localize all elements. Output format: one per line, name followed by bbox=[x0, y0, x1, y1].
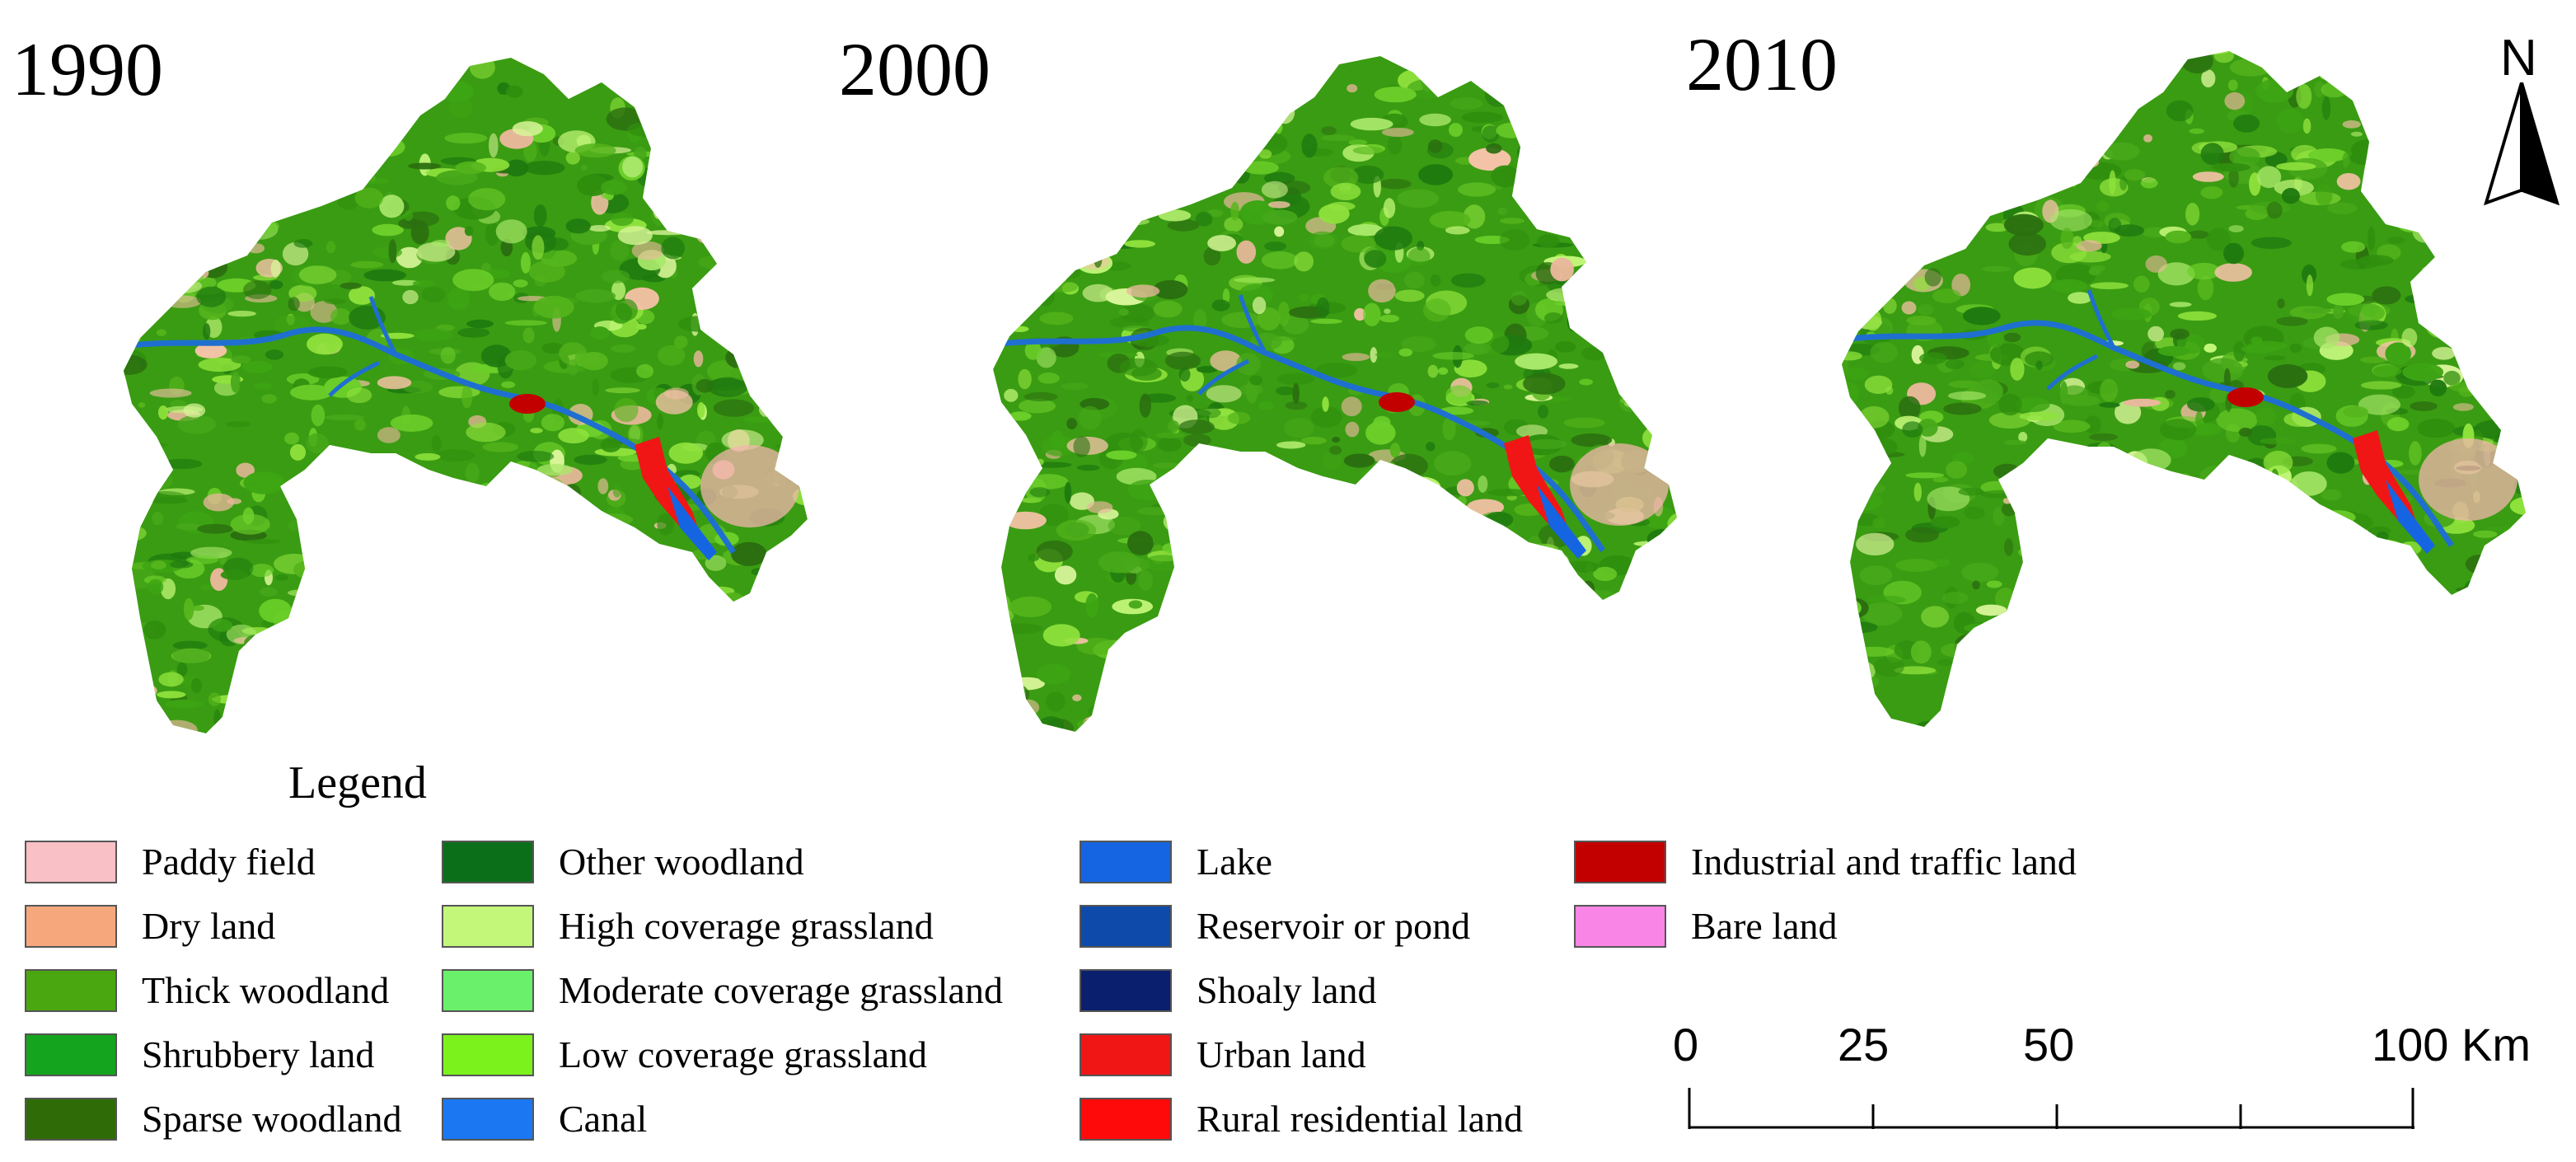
land-use-map-1990 bbox=[124, 25, 816, 750]
map-year-label-1990: 1990 bbox=[12, 27, 163, 111]
legend-item: Rural residential land bbox=[1080, 1096, 1523, 1142]
legend-item: Industrial and traffic land bbox=[1574, 839, 2077, 885]
legend-label: Reservoir or pond bbox=[1197, 905, 1471, 947]
legend-item: Low coverage grassland bbox=[442, 1032, 927, 1078]
legend-item: Lake bbox=[1080, 839, 1272, 885]
scale-tick-25: 25 bbox=[1838, 1019, 1890, 1071]
scale-bar: 0 25 50 100 Km bbox=[1673, 1019, 2531, 1137]
legend-label: Industrial and traffic land bbox=[1691, 841, 2077, 883]
legend-item: Urban land bbox=[1080, 1032, 1366, 1078]
legend-label: Canal bbox=[559, 1098, 648, 1140]
legend-item: Other woodland bbox=[442, 839, 804, 885]
legend-swatch bbox=[442, 905, 534, 948]
legend-item: Reservoir or pond bbox=[1080, 903, 1470, 949]
legend-swatch bbox=[442, 841, 534, 883]
legend-swatch bbox=[25, 969, 117, 1012]
legend-item: Dry land bbox=[25, 903, 275, 949]
legend-label: Rural residential land bbox=[1197, 1098, 1523, 1140]
legend-label: Moderate coverage grassland bbox=[559, 969, 1003, 1011]
legend-title: Legend bbox=[288, 757, 427, 808]
legend-swatch bbox=[1080, 1033, 1172, 1076]
legend-swatch bbox=[1080, 969, 1172, 1012]
legend-swatch bbox=[1080, 841, 1172, 883]
scale-tick-50: 50 bbox=[2023, 1019, 2075, 1071]
legend-label: Dry land bbox=[142, 905, 276, 947]
legend-swatch bbox=[25, 841, 117, 883]
legend-swatch bbox=[25, 905, 117, 948]
legend-swatch bbox=[1080, 1098, 1172, 1141]
legend-item: Paddy field bbox=[25, 839, 316, 885]
map-year-label-2010: 2010 bbox=[1686, 22, 1838, 106]
legend-swatch bbox=[25, 1098, 117, 1141]
land-use-map-2000 bbox=[993, 23, 1685, 748]
legend-label: Shoaly land bbox=[1197, 969, 1377, 1011]
legend-swatch bbox=[1080, 905, 1172, 948]
scale-tick-0: 0 bbox=[1673, 1019, 1699, 1071]
legend-item: Shrubbery land bbox=[25, 1032, 374, 1078]
legend-item: Moderate coverage grassland bbox=[442, 968, 1003, 1014]
legend-label: Paddy field bbox=[142, 841, 316, 883]
scale-tick-100: 100 Km bbox=[2372, 1019, 2531, 1071]
legend-label: Thick woodland bbox=[142, 969, 390, 1011]
legend-label: Low coverage grassland bbox=[559, 1033, 928, 1075]
legend-item: High coverage grassland bbox=[442, 903, 934, 949]
legend-label: Urban land bbox=[1197, 1033, 1366, 1075]
legend-item: Thick woodland bbox=[25, 968, 389, 1014]
legend-item: Shoaly land bbox=[1080, 968, 1376, 1014]
north-label: N bbox=[2500, 30, 2537, 87]
legend-swatch bbox=[1574, 841, 1666, 883]
legend-item: Sparse woodland bbox=[25, 1096, 402, 1142]
legend-label: Sparse woodland bbox=[142, 1098, 402, 1140]
legend-item: Bare land bbox=[1574, 903, 1838, 949]
legend-label: Bare land bbox=[1691, 905, 1838, 947]
legend-label: High coverage grassland bbox=[559, 905, 934, 947]
legend-swatch bbox=[1574, 905, 1666, 948]
north-arrow-icon bbox=[2484, 82, 2560, 206]
legend-swatch bbox=[442, 1098, 534, 1141]
legend-label: Other woodland bbox=[559, 841, 804, 883]
legend-swatch bbox=[442, 1033, 534, 1076]
legend-label: Lake bbox=[1197, 841, 1272, 883]
map-year-label-2000: 2000 bbox=[839, 27, 991, 111]
legend-label: Shrubbery land bbox=[142, 1033, 375, 1075]
legend-swatch bbox=[442, 969, 534, 1012]
land-use-map-2010 bbox=[1842, 18, 2534, 743]
legend-swatch bbox=[25, 1033, 117, 1076]
legend-item: Canal bbox=[442, 1096, 647, 1142]
